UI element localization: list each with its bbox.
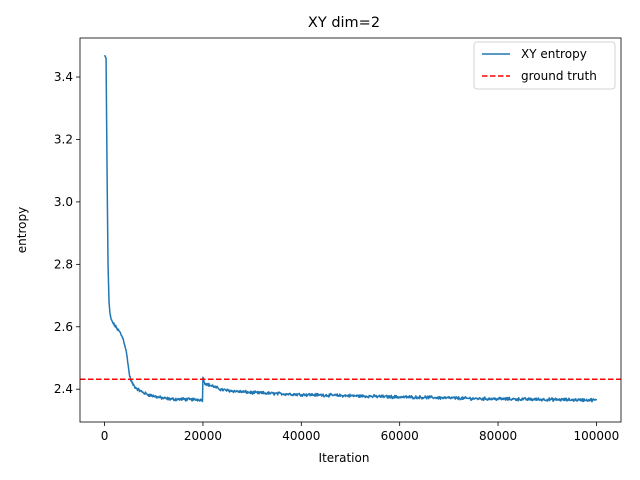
y-tick-label: 3.4 xyxy=(54,70,73,84)
legend-label-xy-entropy: XY entropy xyxy=(521,47,587,61)
y-axis-label: entropy xyxy=(15,207,29,253)
plot-area xyxy=(80,54,621,403)
x-axis: 0 20000 40000 60000 80000 100000 xyxy=(101,422,620,443)
x-tick-label: 80000 xyxy=(479,429,517,443)
x-tick-label: 60000 xyxy=(381,429,419,443)
axes-frame xyxy=(79,37,622,423)
y-tick-label: 3.2 xyxy=(54,132,73,146)
y-tick-label: 3.0 xyxy=(54,195,73,209)
legend-label-ground-truth: ground truth xyxy=(521,69,597,83)
chart-title: XY dim=2 xyxy=(308,15,380,31)
x-tick-label: 100000 xyxy=(574,429,620,443)
x-axis-label: Iteration xyxy=(319,451,370,465)
x-tick-label: 40000 xyxy=(282,429,320,443)
legend: XY entropy ground truth xyxy=(473,41,616,90)
y-tick-label: 2.6 xyxy=(54,320,73,334)
x-tick-label: 0 xyxy=(101,429,109,443)
y-tick-label: 2.4 xyxy=(54,382,73,396)
y-tick-label: 2.8 xyxy=(54,257,73,271)
x-tick-label: 20000 xyxy=(184,429,222,443)
y-axis: 2.4 2.6 2.8 3.0 3.2 3.4 xyxy=(54,70,80,396)
series-line-xy-entropy xyxy=(103,54,598,403)
